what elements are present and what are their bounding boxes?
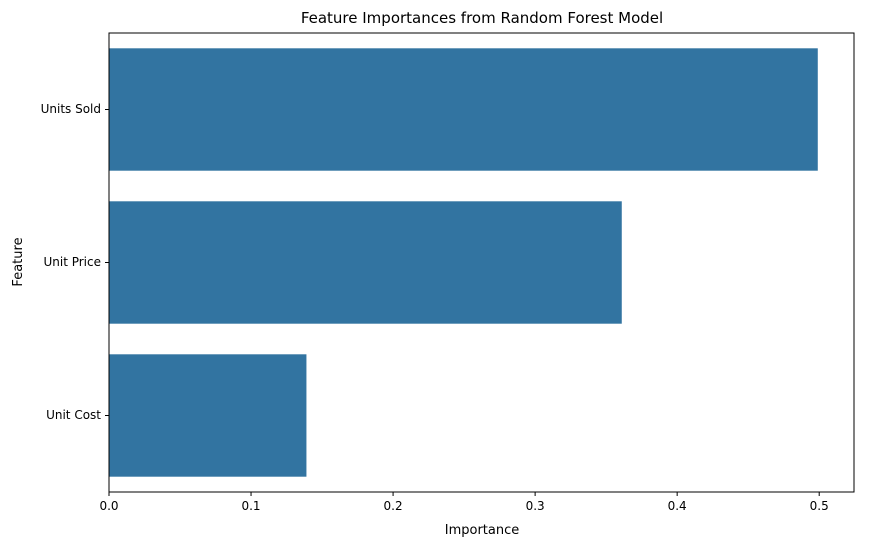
x-tick-label-1: 0.1 — [241, 499, 260, 513]
bar-unit-cost — [109, 354, 307, 477]
y-axis-label: Feature — [11, 237, 26, 286]
chart-title: Feature Importances from Random Forest M… — [301, 9, 663, 27]
x-tick-label-3: 0.3 — [526, 499, 545, 513]
y-tick-label-unit-price: Unit Price — [43, 255, 101, 269]
bars-group — [109, 48, 818, 477]
x-tick-label-2: 0.2 — [384, 499, 403, 513]
bar-units-sold — [109, 48, 818, 171]
y-tick-label-unit-cost: Unit Cost — [46, 408, 101, 422]
x-axis-label: Importance — [445, 523, 520, 538]
y-tick-label-units-sold: Units Sold — [41, 102, 101, 116]
y-axis-ticks: Units Sold Unit Price Unit Cost — [41, 102, 109, 422]
x-tick-label-5: 0.5 — [810, 499, 829, 513]
x-axis-ticks: 0.0 0.1 0.2 0.3 0.4 0.5 — [99, 492, 829, 513]
bar-unit-price — [109, 201, 622, 324]
x-tick-label-0: 0.0 — [99, 499, 118, 513]
plot-frame — [108, 32, 855, 493]
x-tick-label-4: 0.4 — [668, 499, 687, 513]
